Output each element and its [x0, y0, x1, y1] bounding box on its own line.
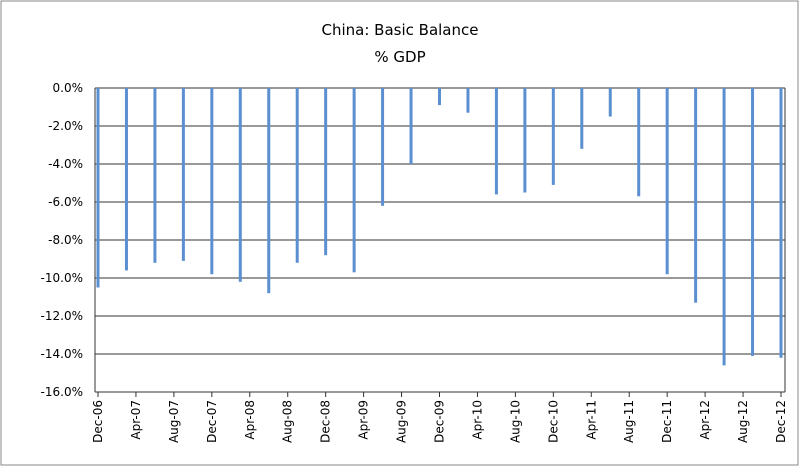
x-tick-label: Dec-06: [91, 400, 105, 443]
chart-subtitle: % GDP: [374, 48, 425, 66]
x-tick-label: Apr-10: [470, 400, 484, 440]
x-tick-label: Aug-08: [281, 400, 295, 443]
chart-title: China: Basic Balance: [322, 21, 479, 39]
bar: [694, 88, 698, 303]
x-tick-label: Aug-07: [167, 400, 181, 443]
y-tick-label: -6.0%: [48, 195, 83, 209]
x-tick-label: Aug-12: [736, 400, 750, 443]
bar: [580, 88, 584, 149]
bar: [324, 88, 328, 256]
x-tick-label: Apr-07: [129, 400, 143, 440]
bar: [352, 88, 356, 273]
bar: [665, 88, 669, 275]
x-tick-label: Apr-12: [698, 400, 712, 440]
x-tick-label: Apr-09: [357, 400, 371, 440]
y-tick-label: -16.0%: [41, 385, 83, 399]
bar: [381, 88, 385, 206]
y-tick-label: -12.0%: [41, 309, 83, 323]
x-tick-label: Dec-09: [433, 400, 447, 443]
bar: [466, 88, 470, 113]
bar: [295, 88, 299, 263]
bar: [267, 88, 271, 294]
x-tick-label: Aug-09: [395, 400, 409, 443]
x-tick-label: Dec-07: [205, 400, 219, 443]
y-tick-label: -10.0%: [41, 271, 83, 285]
bar: [722, 88, 726, 366]
bar: [238, 88, 242, 282]
bar: [96, 88, 100, 288]
bar: [124, 88, 128, 271]
y-tick-label: 0.0%: [53, 81, 84, 95]
bar: [637, 88, 641, 197]
x-tick-label: Dec-11: [660, 400, 674, 443]
x-tick-label: Apr-08: [243, 400, 257, 440]
y-tick-label: -4.0%: [48, 157, 83, 171]
x-tick-label: Aug-11: [622, 400, 636, 443]
x-tick-label: Apr-11: [584, 400, 598, 440]
bar: [751, 88, 755, 356]
x-tick-label: Aug-10: [508, 400, 522, 443]
x-tick-label: Dec-08: [319, 400, 333, 443]
bar: [494, 88, 498, 195]
bar: [608, 88, 612, 117]
bar: [438, 88, 441, 106]
y-tick-label: -8.0%: [48, 233, 83, 247]
y-tick-label: -14.0%: [41, 347, 83, 361]
bar: [181, 88, 185, 261]
x-tick-label: Dec-12: [774, 400, 788, 443]
bar: [551, 88, 555, 185]
bar: [153, 88, 157, 263]
y-tick-label: -2.0%: [48, 119, 83, 133]
bar: [409, 88, 413, 164]
bar: [779, 88, 783, 358]
x-tick-label: Dec-10: [546, 400, 560, 443]
bar: [210, 88, 214, 275]
bar: [523, 88, 527, 193]
